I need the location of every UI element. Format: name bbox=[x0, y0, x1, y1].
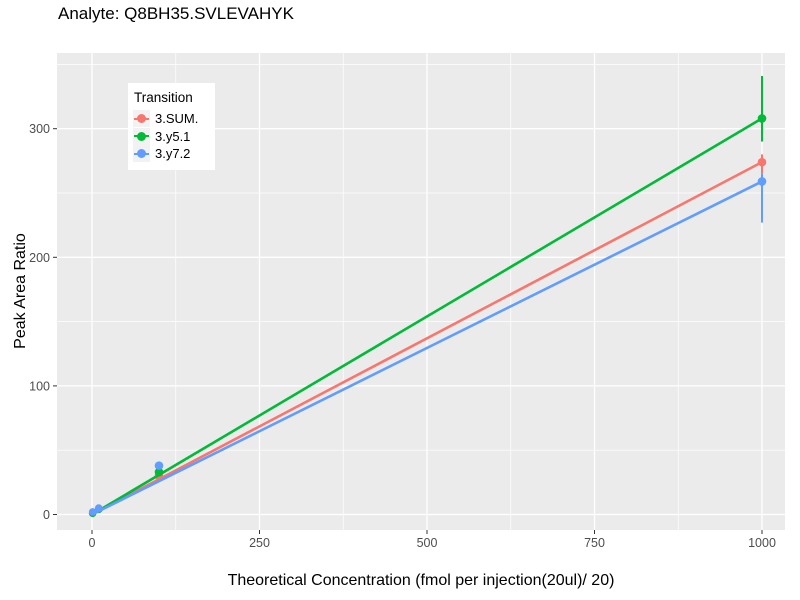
chart-title: Analyte: Q8BH35.SVLEVAHYK bbox=[58, 4, 294, 23]
data-point bbox=[88, 508, 97, 516]
x-tick-label: 500 bbox=[417, 536, 438, 550]
x-axis-title: Theoretical Concentration (fmol per inje… bbox=[227, 572, 615, 589]
data-point bbox=[757, 114, 767, 123]
y-tick-label: 0 bbox=[43, 508, 50, 522]
legend-title: Transition bbox=[134, 90, 193, 105]
x-tick-label: 750 bbox=[584, 536, 605, 550]
legend-item: 3.y5.1 bbox=[133, 127, 210, 146]
data-point bbox=[154, 461, 164, 470]
legend-item-label: 3.y7.2 bbox=[155, 146, 191, 162]
legend-key-pointline bbox=[133, 127, 150, 145]
y-tick-label: 300 bbox=[29, 122, 50, 136]
legend-item-label: 3.SUM. bbox=[155, 111, 199, 127]
legend-item: 3.y7.2 bbox=[133, 145, 210, 163]
legend-item: 3.SUM. bbox=[133, 110, 210, 128]
data-point bbox=[94, 504, 103, 512]
legend-key-pointline bbox=[133, 110, 150, 128]
legend-point-icon bbox=[137, 131, 146, 141]
legend-point-icon bbox=[137, 114, 146, 124]
legend: Transition 3.SUM. 3.y5.1 3.y7.2 bbox=[128, 83, 215, 170]
y-tick-label: 200 bbox=[29, 251, 50, 265]
legend-point-icon bbox=[137, 149, 146, 159]
y-tick-label: 100 bbox=[29, 379, 50, 393]
series-line bbox=[91, 180, 763, 516]
data-point bbox=[757, 177, 767, 186]
legend-item-label: 3.y5.1 bbox=[155, 128, 191, 144]
y-axis-title: Peak Area Ratio bbox=[12, 233, 29, 349]
data-point bbox=[757, 157, 767, 167]
x-tick-label: 1000 bbox=[748, 536, 776, 550]
data-point bbox=[154, 467, 164, 477]
x-tick-label: 250 bbox=[249, 536, 270, 550]
x-tick-label: 0 bbox=[89, 536, 96, 550]
series-line bbox=[91, 160, 763, 516]
legend-key-pointline bbox=[133, 145, 150, 163]
series-line bbox=[91, 117, 763, 516]
